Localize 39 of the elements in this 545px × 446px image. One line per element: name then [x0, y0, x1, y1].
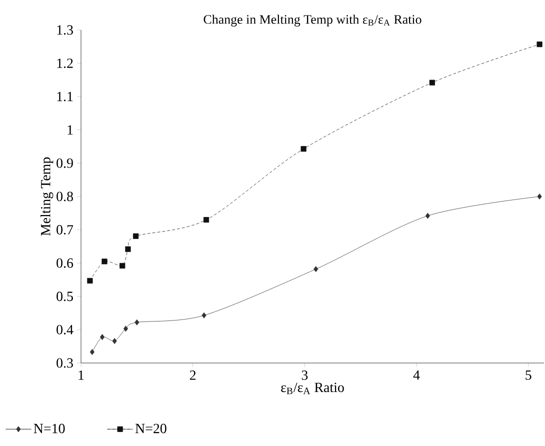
y-tick-label: 0.7	[56, 225, 74, 235]
point	[120, 262, 126, 269]
point	[90, 349, 94, 355]
point	[102, 258, 108, 264]
point	[133, 233, 139, 239]
x-tick-label: 5	[526, 370, 532, 380]
point	[123, 326, 128, 332]
chart-title: Change in Melting Temp with ε$_{B}$/ε$_{A}$ Ratio	[204, 14, 422, 26]
point	[537, 194, 542, 200]
y-tick-label: 1.2	[57, 58, 73, 68]
y-tick-label: 0.3	[56, 358, 73, 368]
point	[300, 146, 306, 152]
x-tick-label: 4	[413, 370, 420, 380]
y-tick-label: 1	[68, 125, 73, 134]
x-tick-label: 3	[302, 370, 308, 380]
legend-label: N=20	[135, 424, 166, 434]
point	[425, 212, 430, 219]
point	[314, 266, 318, 272]
y-tick-label: 0.6	[56, 258, 74, 268]
x-axis-title: ε$_{B}$/ε$_{A}$ Ratio	[281, 382, 344, 394]
point	[112, 338, 117, 344]
point	[202, 312, 206, 318]
point	[100, 334, 105, 340]
point	[125, 246, 131, 252]
y-tick-label: 0.9	[56, 158, 73, 168]
y-tick-label: 0.4	[56, 324, 74, 334]
point	[203, 217, 210, 223]
x-tick-label: 1	[78, 370, 84, 380]
point	[87, 278, 93, 284]
y-tick-label: 0.8	[56, 192, 73, 202]
y-tick-label: 1.3	[57, 25, 73, 35]
x-tick-label: 2	[190, 370, 196, 380]
y-tick-label: 1.1	[57, 92, 73, 102]
point	[429, 80, 435, 86]
legend-label: N=10	[34, 424, 65, 434]
y-tick-label: 0.5	[56, 292, 73, 302]
y-axis-title: Melting Temp	[40, 157, 54, 236]
point	[134, 319, 140, 326]
point	[536, 42, 542, 48]
